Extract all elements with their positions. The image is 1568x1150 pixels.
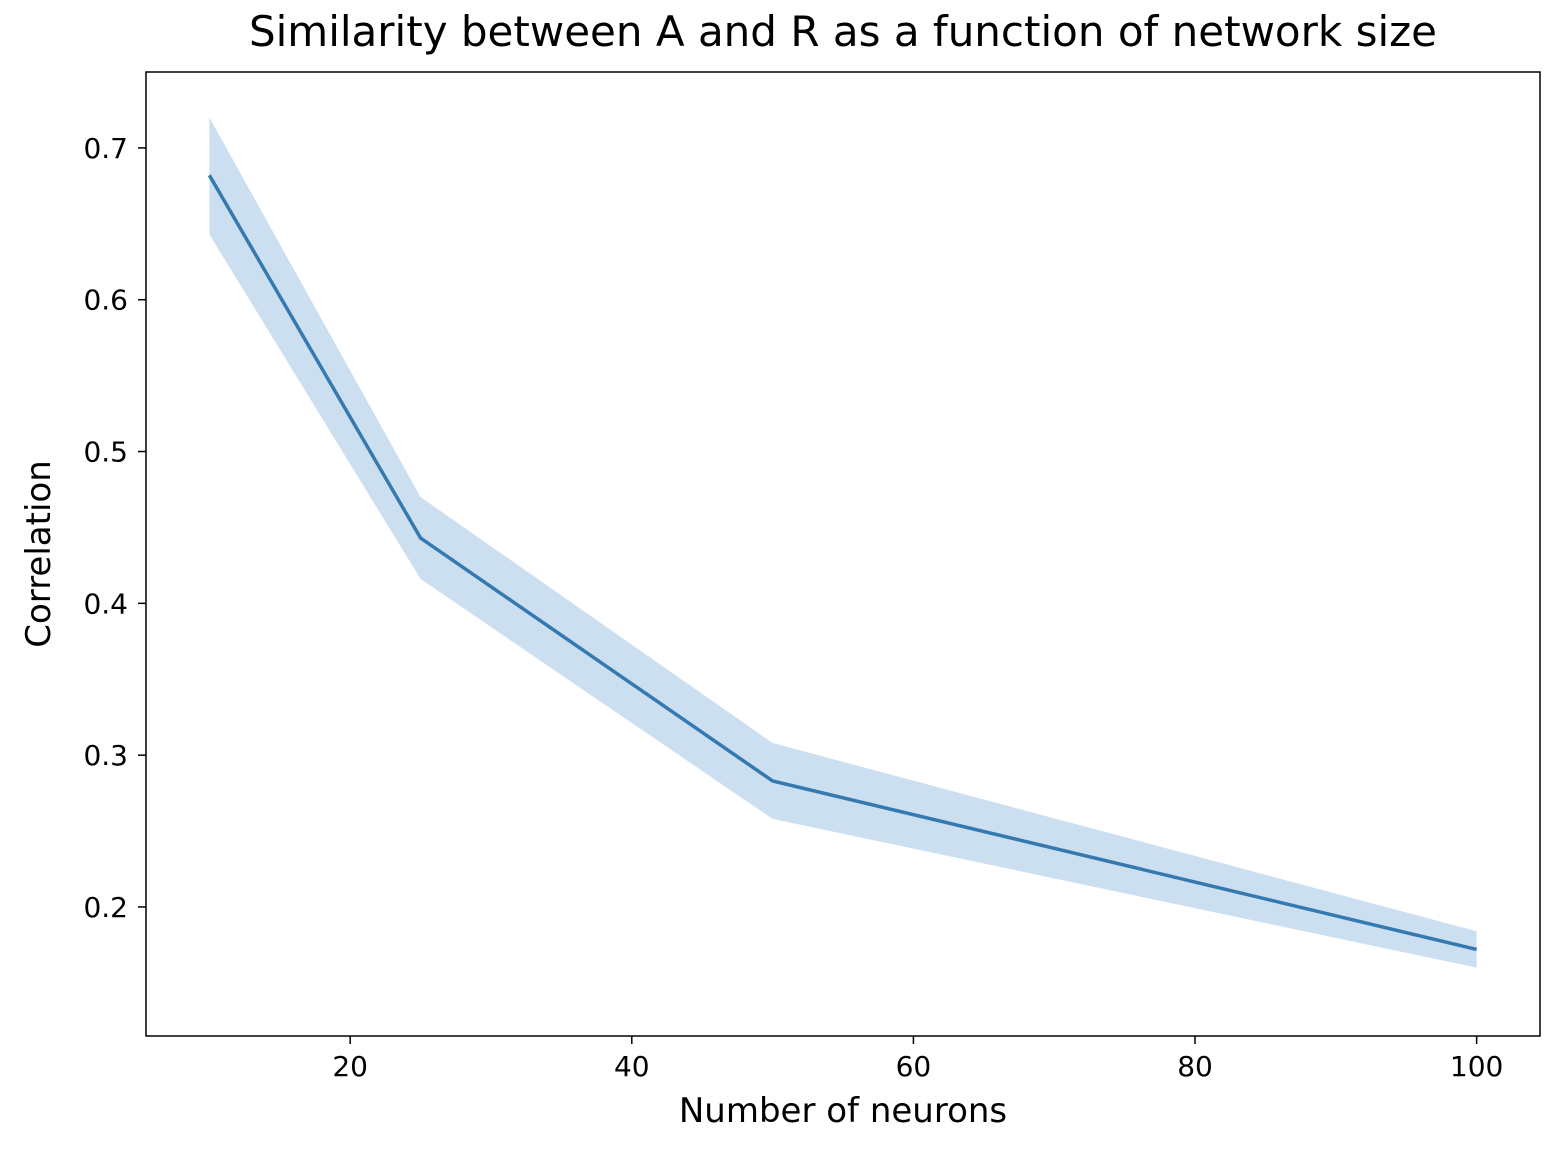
x-tick-label: 20 — [332, 1050, 368, 1083]
y-tick-label: 0.6 — [83, 284, 128, 317]
x-axis-label: Number of neurons — [679, 1091, 1007, 1131]
y-tick-label: 0.7 — [83, 132, 128, 165]
x-tick-label: 80 — [1177, 1050, 1213, 1083]
y-axis-label: Correlation — [19, 460, 59, 647]
chart-container: 20 40 60 80 100 0.2 0.3 0.4 0.5 0.6 0.7 Number of n… — [0, 0, 1568, 1150]
y-tick-label: 0.4 — [83, 587, 128, 620]
x-tick-label: 40 — [614, 1050, 650, 1083]
chart-title: Similarity between A and R as a function… — [249, 7, 1437, 56]
x-tick-label: 100 — [1450, 1050, 1503, 1083]
x-tick-label: 60 — [896, 1050, 932, 1083]
line-chart-svg: 20 40 60 80 100 0.2 0.3 0.4 0.5 0.6 0.7 Number of n… — [0, 0, 1568, 1150]
y-tick-label: 0.5 — [83, 436, 128, 469]
y-tick-label: 0.2 — [83, 891, 128, 924]
y-tick-label: 0.3 — [83, 739, 128, 772]
